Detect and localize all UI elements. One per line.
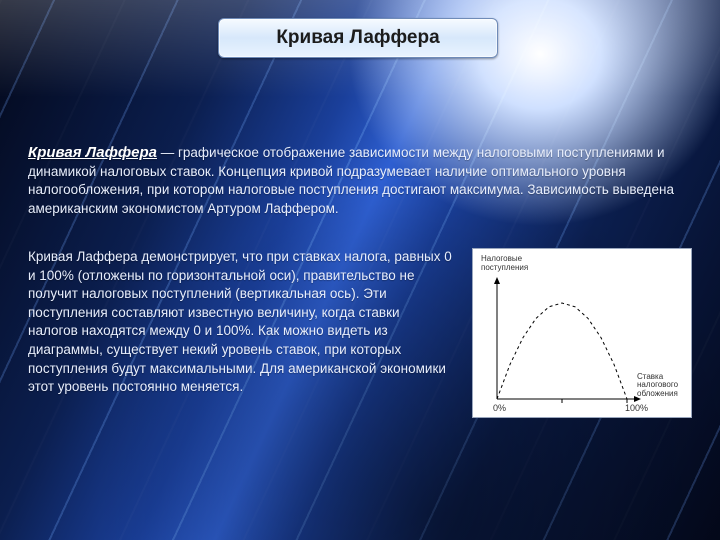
- y-axis-arrow-icon: [494, 277, 500, 284]
- chart-axes: [497, 279, 637, 399]
- chart-y-label: Налоговыепоступления: [481, 255, 528, 273]
- slide-title: Кривая Лаффера: [276, 27, 439, 49]
- row-2: Кривая Лаффера демонстрирует, что при ст…: [28, 248, 692, 418]
- laffer-curve: [497, 303, 627, 399]
- chart-svg: [497, 279, 637, 399]
- chart-x-label: Ставканалоговогообложения: [637, 373, 687, 399]
- x-tick-100: 100%: [625, 403, 648, 413]
- slide-title-plate: Кривая Лаффера: [218, 18, 498, 58]
- paragraph-2: Кривая Лаффера демонстрирует, что при ст…: [28, 248, 452, 397]
- laffer-chart: Налоговыепоступления 0% 100% Ставканалог…: [472, 248, 692, 418]
- paragraph-1: Кривая Лаффера — графическое отображение…: [28, 143, 692, 218]
- lead-term: Кривая Лаффера: [28, 144, 157, 161]
- x-tick-0: 0%: [493, 403, 506, 413]
- content-area: Кривая Лаффера — графическое отображение…: [28, 143, 692, 418]
